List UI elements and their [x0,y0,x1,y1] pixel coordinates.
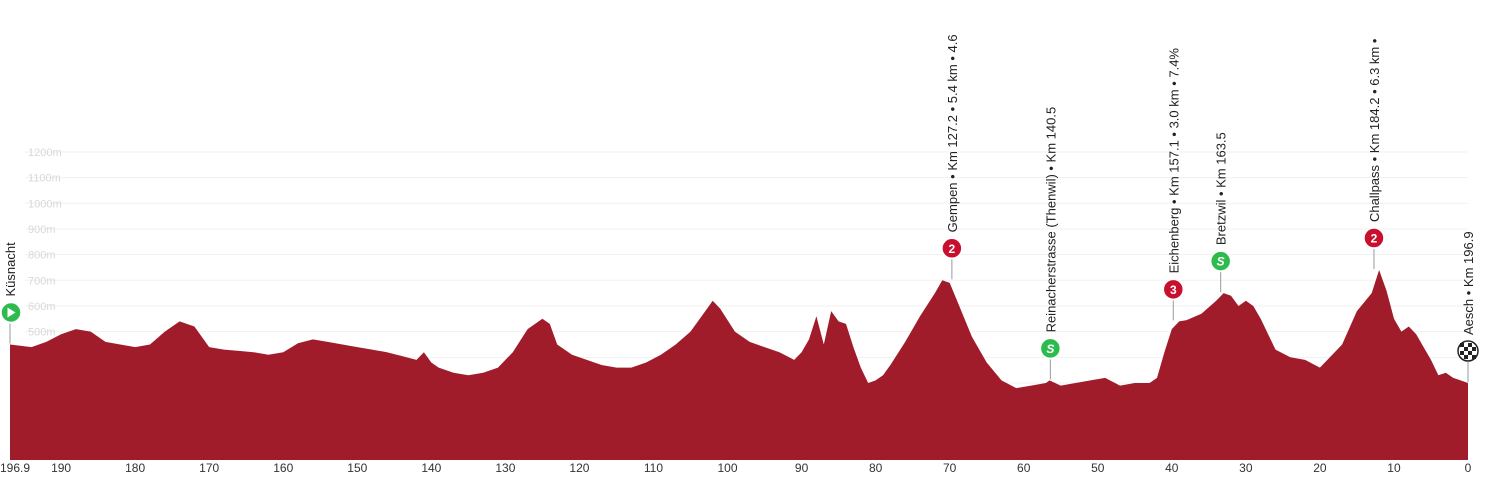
play-icon [7,307,16,318]
x-tick-label: 60 [1017,461,1031,475]
waypoint-label: Bretzwil • Km 163.5 [1214,132,1229,245]
x-tick-label: 190 [51,461,71,475]
badge-text: S [1046,342,1054,356]
badge-text: 3 [1170,283,1177,297]
x-tick-label: 110 [644,461,663,475]
climb-category-badge [941,237,963,260]
x-tick-label: 140 [421,461,441,475]
waypoint-label: Gempen • Km 127.2 • 5.4 km • 4.6 [945,34,960,232]
y-tick-label: 600m [28,301,56,313]
x-tick-label: 40 [1165,461,1179,475]
waypoint-label: Challpass • Km 184.2 • 6.3 km • [1367,38,1382,222]
x-axis-ticks: 196.9 190 180 170 160 150 140 130 120 110 100 90 80 7… [0,461,1472,475]
waypoint-label: Küsnacht [3,242,18,297]
x-tick-label: 90 [795,461,809,475]
x-tick-label: 70 [943,461,957,475]
x-tick-label: 180 [125,461,145,475]
x-tick-label: 30 [1239,461,1253,475]
checker-square [1468,350,1472,355]
waypoint-category: 3 Eichenberg • Km 157.1 • 3.0 km • 7.4% [1162,48,1185,321]
y-tick-label: 900m [28,224,56,236]
badge-text: 2 [949,242,956,256]
waypoint-category: 2 Challpass • Km 184.2 • 6.3 km • [1363,38,1385,270]
x-tick-label: 100 [718,461,738,475]
badge-text: S [1217,255,1225,269]
waypoint-category: 2 Gempen • Km 127.2 • 5.4 km • 4.6 [941,34,963,280]
climb-category-badge [1363,227,1385,249]
y-tick-label: 500m [28,327,56,339]
checker-square [1472,354,1476,359]
x-tick-label: 20 [1313,461,1327,475]
y-tick-label: 700m [28,275,56,287]
elevation-area [10,270,1468,460]
waypoint-label: Aesch • Km 196.9 [1461,231,1476,335]
checker-square [1464,346,1468,351]
climb-category-badge [1162,278,1185,301]
x-tick-label: 80 [869,461,883,475]
elevation-area-layer [10,270,1468,460]
checker-square [1472,346,1476,351]
x-tick-label: 170 [199,461,219,475]
badge-text: 2 [1371,232,1378,246]
y-tick-label: 1200m [28,147,62,159]
x-tick-label: 196.9 [0,461,30,475]
waypoint-finish: Aesch • Km 196.9 [1457,231,1479,382]
sprint-badge [1209,250,1232,272]
waypoint-sprint: S Bretzwil • Km 163.5 [1209,132,1232,293]
checker-square [1468,342,1472,347]
x-tick-label: 160 [273,461,293,475]
x-tick-label: 150 [347,461,367,475]
x-tick-label: 130 [495,461,515,475]
x-tick-label: 120 [569,461,589,475]
y-tick-label: 1100m [28,173,61,185]
x-tick-label: 50 [1091,461,1105,475]
waypoint-label: Reinacherstrasse (Thenwil) • Km 140.5 [1043,107,1058,333]
waypoint-sprint: S Reinacherstrasse (Thenwil) • Km 140.5 [1039,107,1062,380]
y-tick-label: 1000m [28,198,62,210]
checker-square [1460,350,1464,355]
y-tick-label: 800m [28,250,56,262]
sprint-badge [1039,337,1062,360]
waypoint-label: Eichenberg • Km 157.1 • 3.0 km • 7.4% [1166,48,1181,274]
checker-square [1460,342,1464,347]
x-tick-label: 0 [1465,461,1472,475]
waypoint-markers: Küsnacht 2 Gempen • Km 127.2 • 5.4 km • 4.… [0,34,1479,382]
x-tick-label: 10 [1387,461,1401,475]
waypoint-start: Küsnacht [0,242,22,344]
checker-square [1464,354,1468,359]
